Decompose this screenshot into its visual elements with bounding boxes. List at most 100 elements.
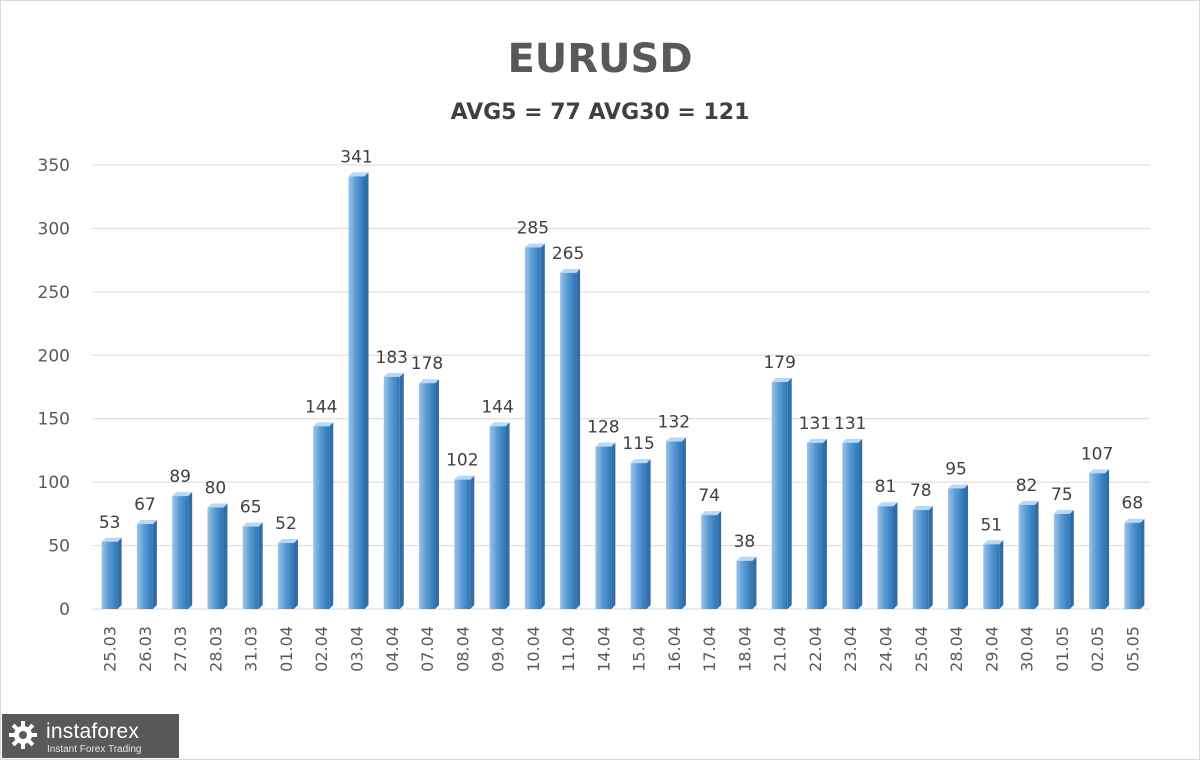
bar-top — [172, 492, 193, 497]
data-label: 128 — [587, 418, 619, 438]
bar-side — [435, 379, 440, 609]
bar-top — [736, 556, 757, 561]
data-label: 144 — [481, 397, 513, 417]
y-tick-label: 150 — [38, 410, 70, 430]
y-tick-label: 100 — [38, 473, 70, 493]
bar-top — [207, 503, 228, 508]
bar-side — [928, 506, 933, 609]
data-label: 107 — [1081, 444, 1113, 464]
bar-top — [489, 422, 510, 427]
bar — [524, 247, 541, 609]
bar-side — [822, 438, 827, 609]
bar-side — [646, 459, 651, 609]
bar-side — [964, 484, 969, 609]
data-label: 74 — [698, 486, 720, 506]
x-tick-label: 17.04 — [700, 626, 719, 672]
bar — [348, 176, 365, 609]
y-tick-label: 200 — [38, 346, 70, 366]
bar — [560, 272, 577, 609]
x-tick-label: 04.04 — [383, 626, 402, 672]
data-label: 178 — [411, 354, 443, 374]
bar-side — [611, 442, 616, 609]
bar-side — [188, 492, 193, 609]
data-label: 52 — [275, 514, 297, 534]
bar-top — [277, 539, 298, 544]
x-tick-label: 01.04 — [277, 626, 296, 672]
x-tick-label: 27.03 — [171, 626, 190, 672]
data-label: 95 — [945, 459, 967, 479]
x-tick-label: 02.05 — [1088, 626, 1107, 672]
y-tick-label: 300 — [38, 219, 70, 239]
bar-side — [470, 475, 475, 609]
data-label: 132 — [658, 413, 690, 433]
bar-side — [364, 172, 369, 609]
bar-top — [1124, 518, 1145, 523]
bar-top — [842, 438, 863, 443]
bar — [1018, 504, 1035, 609]
chart-subtitle: AVG5 = 77 AVG30 = 121 — [450, 100, 750, 125]
bar — [983, 544, 1000, 609]
x-tick-label: 11.04 — [559, 626, 578, 672]
bar-side — [1069, 509, 1074, 609]
bar — [277, 543, 294, 609]
bar-top — [912, 506, 933, 511]
bar-top — [701, 511, 722, 516]
bar-side — [717, 511, 722, 609]
x-tick-label: 22.04 — [806, 626, 825, 672]
data-label: 89 — [169, 467, 191, 487]
x-tick-label: 09.04 — [489, 626, 508, 672]
bar — [806, 442, 823, 609]
bar-top — [877, 502, 898, 507]
bar — [877, 506, 894, 609]
bar — [383, 376, 400, 609]
data-label: 68 — [1122, 494, 1144, 514]
data-label: 67 — [134, 495, 156, 515]
bar-side — [858, 438, 863, 609]
x-tick-label: 15.04 — [630, 626, 649, 672]
bar — [665, 441, 682, 609]
x-tick-label: 01.05 — [1053, 626, 1072, 672]
x-tick-label: 16.04 — [665, 626, 684, 672]
bar-top — [1018, 500, 1039, 505]
bar — [172, 496, 189, 609]
x-tick-label: 25.04 — [912, 626, 931, 672]
logo-name: instaforex — [46, 720, 140, 743]
instaforex-logo: instaforex Instant Forex Trading — [2, 714, 179, 758]
data-label: 75 — [1051, 485, 1073, 505]
bar-top — [101, 537, 122, 542]
x-tick-label: 25.03 — [101, 626, 120, 672]
bar-top — [665, 437, 686, 442]
bar-side — [399, 372, 404, 609]
x-tick-label: 08.04 — [453, 626, 472, 672]
bar-top — [630, 459, 651, 464]
bar — [948, 488, 965, 609]
logo-tagline: Instant Forex Trading — [47, 744, 142, 755]
x-tick-label: 30.04 — [1018, 626, 1037, 672]
data-label: 183 — [376, 348, 408, 368]
bar — [1124, 522, 1141, 609]
chart-title: EURUSD — [507, 36, 693, 82]
data-label: 53 — [99, 513, 121, 533]
data-label: 82 — [1016, 476, 1038, 496]
x-tick-label: 07.04 — [418, 626, 437, 672]
data-label: 115 — [622, 434, 654, 454]
bar-top — [136, 520, 157, 525]
bar-top — [983, 540, 1004, 545]
bar-side — [681, 437, 686, 609]
bar — [489, 426, 506, 609]
bar-top — [948, 484, 969, 489]
data-label: 131 — [834, 414, 866, 434]
bar — [419, 383, 436, 609]
x-tick-label: 31.03 — [242, 626, 261, 672]
x-tick-label: 18.04 — [735, 626, 754, 672]
data-label: 131 — [799, 414, 831, 434]
x-tick-label: 05.05 — [1123, 626, 1142, 672]
x-tick-label: 24.04 — [877, 626, 896, 672]
bar — [207, 507, 224, 609]
bar-side — [152, 520, 157, 609]
bar — [771, 381, 788, 609]
bar-side — [505, 422, 510, 609]
bar-top — [595, 442, 616, 447]
bar-side — [540, 243, 545, 609]
